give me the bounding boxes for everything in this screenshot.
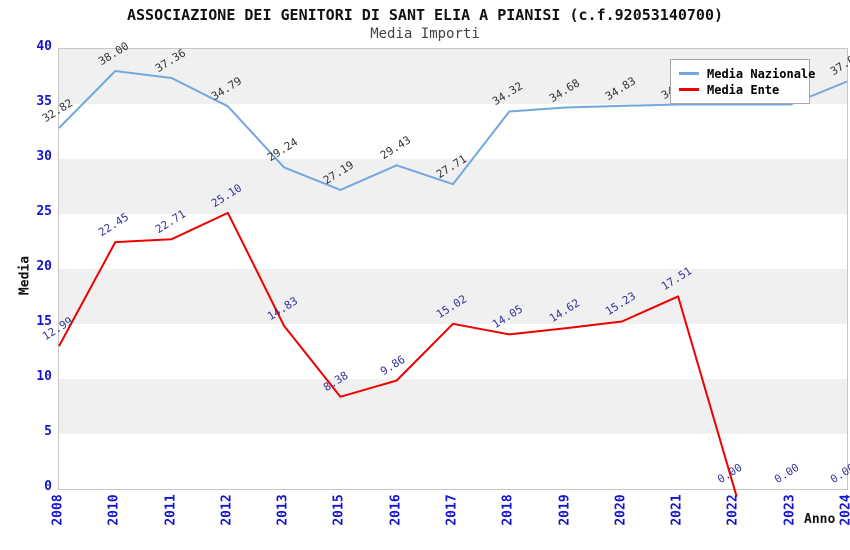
x-tick-label: 2010 — [106, 494, 122, 526]
legend-label: Media Ente — [707, 82, 780, 97]
plot-area: 32.82 38.00 37.36 34.79 29.24 27.19 29.43 27.71… — [40, 39, 850, 497]
x-axis-title: Anno — [804, 512, 836, 527]
y-tick-label: 15 — [36, 314, 52, 329]
x-tick-label: 2018 — [500, 494, 516, 526]
x-tick-label: 2019 — [557, 494, 573, 526]
x-tick-label: 2021 — [669, 494, 685, 526]
x-tick-label: 2017 — [444, 494, 460, 526]
series-line-media-ente — [58, 211, 738, 497]
legend-item-media-ente: Media Ente — [679, 82, 801, 97]
y-tick-label: 25 — [36, 204, 52, 219]
legend: Media Nazionale Media Ente — [670, 59, 815, 104]
x-tick-label: 2022 — [725, 494, 741, 526]
legend-label: Media Nazionale — [707, 66, 816, 81]
x-tick-label: 2011 — [163, 494, 179, 526]
x-tick-label: 2023 — [782, 494, 798, 526]
y-axis-title: Media — [17, 255, 33, 296]
x-tick-label: 2008 — [50, 494, 66, 526]
y-tick-label: 35 — [36, 94, 52, 109]
y-tick-label: 30 — [36, 149, 52, 164]
y-tick-label: 0 — [44, 479, 52, 494]
x-tick-label: 2024 — [838, 494, 850, 526]
x-tick-label: 2013 — [275, 494, 291, 526]
x-tick-label: 2015 — [331, 494, 347, 526]
y-tick-label: 5 — [44, 424, 52, 439]
chart-subtitle: Media Importi — [370, 26, 480, 42]
legend-item-media-nazionale: Media Nazionale — [679, 66, 815, 81]
x-tick-label: 2012 — [219, 494, 235, 526]
y-tick-label: 20 — [36, 259, 52, 274]
x-tick-label: 2020 — [613, 494, 629, 526]
x-tick-label: 2016 — [388, 494, 404, 526]
red-line-swatch-icon — [679, 88, 699, 91]
blue-line-swatch-icon — [679, 72, 699, 75]
chart-title: ASSOCIAZIONE DEI GENITORI DI SANT ELIA A… — [126, 6, 724, 24]
series-line-media-nazionale — [58, 70, 848, 191]
y-tick-label: 40 — [36, 39, 52, 54]
y-tick-label: 10 — [36, 369, 52, 384]
